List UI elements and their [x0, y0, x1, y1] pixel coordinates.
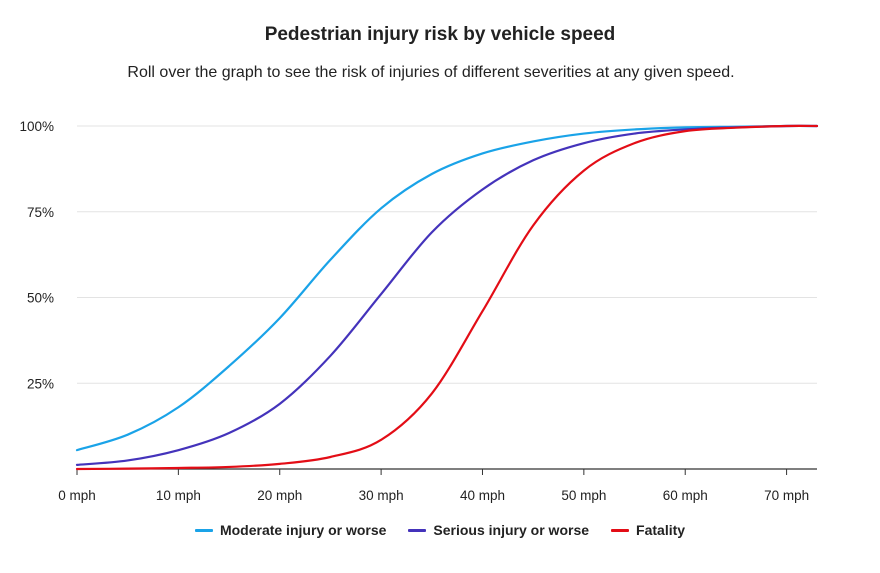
y-tick-label: 100% — [19, 119, 54, 134]
series-line-moderate-injury-or-worse[interactable] — [75, 124, 819, 452]
legend-label: Fatality — [636, 522, 686, 538]
series-lines — [75, 124, 819, 471]
chart-legend: Moderate injury or worse Serious injury o… — [0, 522, 880, 538]
x-tick-label: 60 mph — [663, 488, 708, 503]
chart-subtitle: Roll over the graph to see the risk of i… — [127, 64, 735, 81]
y-tick-label: 50% — [27, 291, 54, 306]
gridlines — [77, 125, 817, 384]
x-tick-label: 10 mph — [156, 488, 201, 503]
x-tick-label: 70 mph — [764, 488, 809, 503]
legend-label: Serious injury or worse — [433, 522, 590, 538]
legend-swatch — [408, 528, 427, 532]
x-tick-label: 0 mph — [58, 488, 96, 503]
series-line-serious-injury-or-worse[interactable] — [75, 124, 819, 466]
x-tick-label: 30 mph — [359, 488, 404, 503]
series-line-fatality[interactable] — [75, 124, 819, 471]
x-tick-label: 20 mph — [257, 488, 302, 503]
y-tick-label: 75% — [27, 205, 54, 220]
y-axis-ticks: 25% 50% 75% 100% — [19, 119, 54, 391]
x-axis: 0 mph 10 mph 20 mph 30 mph 40 mph 50 mph 60 mp… — [58, 468, 817, 503]
legend-item-moderate-injury-or-worse[interactable]: Moderate injury or worse — [194, 522, 387, 538]
legend-swatch — [611, 528, 630, 532]
legend-item-serious-injury-or-worse[interactable]: Serious injury or worse — [408, 522, 589, 538]
legend-label: Moderate injury or worse — [219, 522, 387, 538]
chart-title: Pedestrian injury risk by vehicle speed — [264, 24, 616, 45]
legend-swatch — [194, 528, 213, 532]
x-tick-label: 40 mph — [460, 488, 505, 503]
legend-item-fatality[interactable]: Fatality — [611, 522, 685, 538]
chart-plot-area[interactable]: 25% 50% 75% 100% 0 mph 10 mph 20 mph 30 mph 40 … — [0, 0, 880, 520]
y-tick-label: 25% — [27, 376, 54, 391]
x-tick-label: 50 mph — [561, 488, 606, 503]
